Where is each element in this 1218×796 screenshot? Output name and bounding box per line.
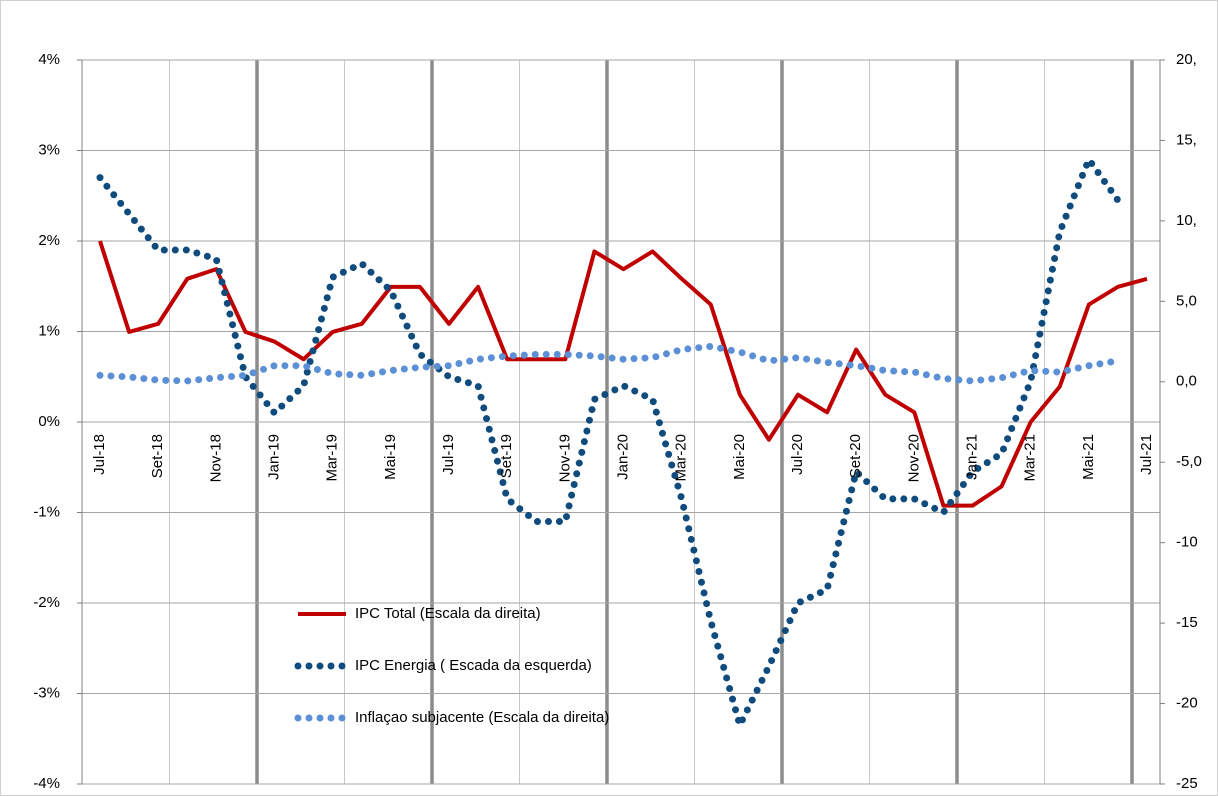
- y-tick-label: -1%: [33, 503, 60, 520]
- series-line: [98, 240, 1148, 508]
- y2-tick-label: 5,0: [1176, 292, 1197, 309]
- y2-tick-label: 15,: [1176, 131, 1197, 148]
- series-line: [96, 342, 1122, 385]
- x-tick-label: Nov-19: [556, 434, 573, 482]
- y2-tick-label: -20: [1176, 695, 1198, 712]
- x-tick-label: Jan-20: [614, 434, 631, 480]
- x-tick-label: Nov-20: [905, 434, 922, 482]
- y-tick-label: 1%: [38, 322, 60, 339]
- y2-tick-label: 20,: [1176, 51, 1197, 68]
- labels: 4% 3% 2% 1% 0% -1% -2% -3% -4% 20, 15, 10, 5,0 0,0 -5,…: [33, 51, 1202, 792]
- legend-label: IPC Total (Escala da direita): [355, 605, 541, 622]
- grid: [77, 59, 1165, 785]
- x-tick-label: Mar-19: [324, 434, 341, 482]
- x-tick-label: Jul-20: [789, 434, 806, 475]
- y-tick-label: 2%: [38, 232, 60, 249]
- x-tick-label: Jul-18: [91, 434, 108, 475]
- x-tick-label: Mai-21: [1080, 434, 1097, 480]
- y-tick-label: -3%: [33, 684, 60, 701]
- y2-tick-label: -25: [1176, 775, 1198, 792]
- x-tick-label: Jan-19: [265, 434, 282, 480]
- x-tick-label: Jul-19: [440, 434, 457, 475]
- x-tick-label: Set-18: [149, 434, 166, 478]
- legend-label: Inflaçao subjacente (Escala da direita): [355, 709, 609, 726]
- y2-tick-label: -15: [1176, 614, 1198, 631]
- x-tick-label: Mai-20: [731, 434, 748, 480]
- y2-tick-label: -10: [1176, 534, 1198, 551]
- legend-label: IPC Energia ( Escada da esquerda): [355, 657, 592, 674]
- x-tick-label: Set-20: [847, 434, 864, 478]
- plot-lines: [96, 152, 1148, 735]
- x-tick-label: Mai-19: [382, 434, 399, 480]
- y2-tick-label: 10,: [1176, 212, 1197, 229]
- y2-tick-label: 0,0: [1176, 373, 1197, 390]
- x-tick-label: Jan-21: [963, 434, 980, 480]
- y-tick-label: -2%: [33, 594, 60, 611]
- x-tick-label: Jul-21: [1138, 434, 1155, 475]
- y-tick-label: 3%: [38, 141, 60, 158]
- x-tick-label: Mar-21: [1022, 434, 1039, 482]
- y-tick-label: -4%: [33, 775, 60, 792]
- x-tick-label: Mar-20: [673, 434, 690, 482]
- y2-tick-label: -5,0: [1176, 453, 1202, 470]
- y-tick-label: 0%: [38, 413, 60, 430]
- x-tick-label: Set-19: [498, 434, 515, 478]
- x-tick-label: Nov-18: [207, 434, 224, 482]
- y-tick-label: 4%: [38, 51, 60, 68]
